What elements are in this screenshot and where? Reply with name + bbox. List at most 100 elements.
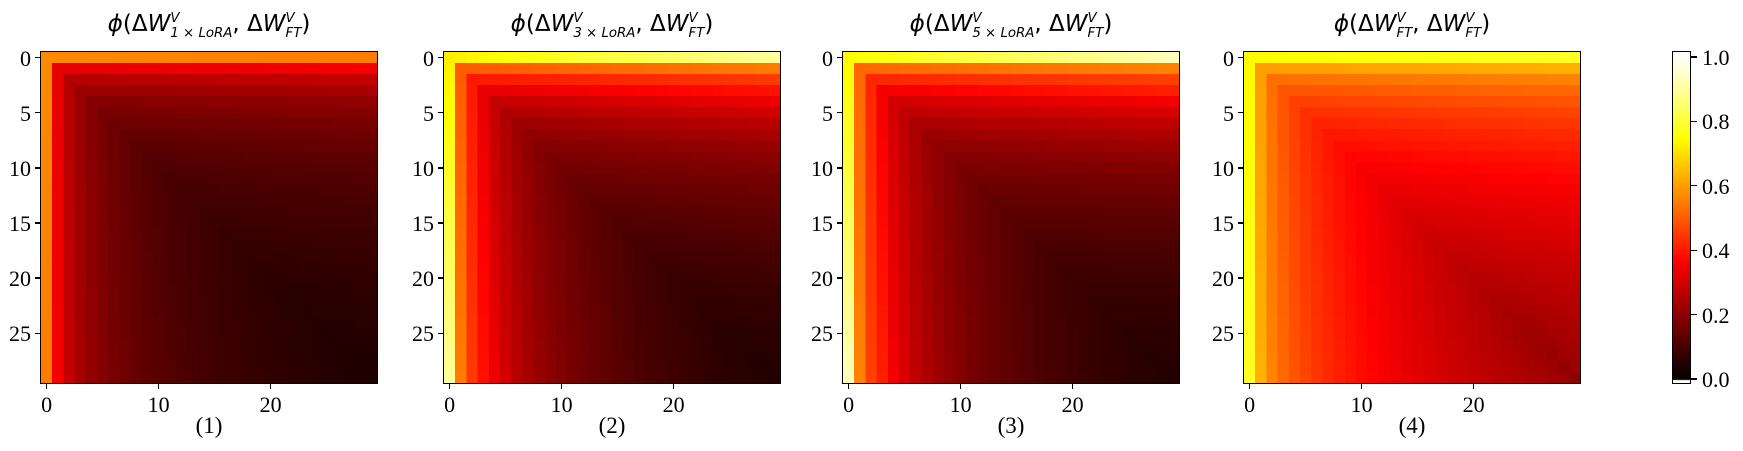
superscript: V <box>1087 11 1097 26</box>
colorbar-tick-mark <box>1690 313 1697 316</box>
subscript: 5 × LoRA <box>972 26 1035 41</box>
y-tick-label: 20 <box>811 266 833 292</box>
y-tick-label: 20 <box>9 266 31 292</box>
subscript: 1 × LoRA <box>170 26 233 41</box>
colorbar-tick-label: 0.2 <box>1702 302 1730 328</box>
x-tick-mark <box>448 383 451 389</box>
superscript: V <box>1465 11 1475 26</box>
heatmap-panel-4: ϕ(ΔW V FT, ΔW V FT) (4) 0 5 10 15 20 25 0 10 20 <box>1203 0 1581 451</box>
x-tick-mark <box>1071 383 1074 389</box>
colorbar-tick-label: 1.0 <box>1702 45 1730 70</box>
y-tick-label: 25 <box>811 321 833 347</box>
x-tick-mark <box>847 383 850 389</box>
y-tick-label: 15 <box>1212 211 1234 237</box>
panel-caption-2: (2) <box>598 413 626 438</box>
x-tick-mark <box>560 383 563 389</box>
y-tick-label: 20 <box>412 266 434 292</box>
x-tick-label: 10 <box>147 392 170 417</box>
y-tick-mark <box>35 167 41 169</box>
x-tick-mark <box>1472 383 1475 389</box>
y-tick-label: 0 <box>1223 45 1234 71</box>
x-tick-label: 10 <box>550 392 573 417</box>
x-tick-mark <box>157 383 160 389</box>
panel-title-2: ϕ(ΔW V 3 × LoRA, ΔW V FT) <box>510 11 714 41</box>
subscript: FT <box>285 26 302 41</box>
subscript: 3 × LoRA <box>573 26 636 41</box>
panel-caption-4: (4) <box>1398 413 1426 438</box>
y-tick-label: 25 <box>9 321 31 347</box>
y-tick-mark <box>837 56 843 59</box>
heatmap-panel-1: ϕ(ΔW V 1 × LoRA, ΔW V FT) (1) 0 5 10 15 20 25 0 10 2… <box>0 0 378 451</box>
colorbar-tick-mark <box>1690 120 1697 123</box>
supsub-stack: V FT <box>1396 11 1413 41</box>
superscript: V <box>688 11 698 26</box>
x-tick-mark <box>1248 383 1251 389</box>
subscript: FT <box>688 26 705 41</box>
subscript: FT <box>1396 26 1413 41</box>
y-tick-label: 5 <box>822 100 833 126</box>
y-tick-mark <box>1238 167 1244 169</box>
superscript: V <box>972 11 982 26</box>
y-tick-label: 25 <box>1212 321 1234 347</box>
supsub-stack: V FT <box>688 11 705 41</box>
colorbar-tick-label: 0.4 <box>1702 238 1730 264</box>
y-tick-mark <box>837 167 843 169</box>
superscript: V <box>1396 11 1406 26</box>
y-tick-mark <box>837 222 843 224</box>
subscript: FT <box>1087 26 1104 41</box>
y-tick-label: 5 <box>1223 100 1234 126</box>
x-tick-label: 20 <box>1061 392 1084 417</box>
colorbar-gradient <box>1672 51 1691 384</box>
supsub-stack: V FT <box>1465 11 1481 41</box>
panel-title-4: ϕ(ΔW V FT, ΔW V FT) <box>1333 11 1491 41</box>
x-tick-label: 20 <box>1462 392 1485 417</box>
y-tick-mark <box>837 111 843 114</box>
x-tick-label: 20 <box>662 392 685 417</box>
x-tick-mark <box>672 383 675 389</box>
y-tick-mark <box>438 111 444 114</box>
heatmap-canvas-1 <box>40 51 378 384</box>
superscript: V <box>170 11 180 26</box>
y-tick-mark <box>35 222 41 224</box>
y-tick-label: 5 <box>20 100 31 126</box>
y-tick-mark <box>35 111 41 114</box>
x-tick-mark <box>45 383 48 389</box>
x-tick-label: 0 <box>843 392 855 417</box>
colorbar-tick-label: 0.6 <box>1702 173 1730 199</box>
x-tick-label: 10 <box>1350 392 1373 417</box>
supsub-stack: V FT <box>285 11 302 41</box>
y-tick-mark <box>1238 56 1244 59</box>
y-tick-label: 15 <box>811 211 833 237</box>
y-tick-mark <box>35 277 41 279</box>
colorbar-tick-label: 0.0 <box>1702 367 1730 392</box>
y-tick-label: 10 <box>1212 155 1234 181</box>
panel-title-3: ϕ(ΔW V 5 × LoRA, ΔW V FT) <box>909 11 1113 41</box>
colorbar: 1.0 0.8 0.6 0.4 0.2 0.0 <box>1672 47 1743 432</box>
y-tick-label: 0 <box>20 45 31 71</box>
y-tick-label: 0 <box>423 45 434 71</box>
y-tick-label: 20 <box>1212 266 1234 292</box>
colorbar-tick-mark <box>1690 249 1697 251</box>
colorbar-tick-mark <box>1690 185 1697 187</box>
y-tick-label: 25 <box>412 321 434 347</box>
supsub-stack: V FT <box>1087 11 1104 41</box>
x-tick-label: 10 <box>949 392 972 417</box>
colorbar-tick-label: 0.8 <box>1702 109 1730 135</box>
colorbar-tick-mark <box>1690 56 1697 58</box>
y-tick-mark <box>1238 222 1244 224</box>
y-tick-label: 15 <box>9 211 31 237</box>
y-tick-mark <box>438 277 444 279</box>
y-tick-mark <box>35 56 41 59</box>
y-tick-label: 5 <box>423 100 434 126</box>
y-tick-label: 15 <box>412 211 434 237</box>
panel-title-1: ϕ(ΔW V 1 × LoRA, ΔW V FT) <box>107 11 311 41</box>
y-tick-mark <box>438 56 444 59</box>
y-tick-mark <box>438 167 444 169</box>
heatmap-canvas-4 <box>1243 51 1581 384</box>
y-tick-mark <box>837 332 843 335</box>
y-tick-label: 10 <box>811 155 833 181</box>
y-tick-mark <box>35 332 41 335</box>
x-tick-mark <box>1360 383 1363 389</box>
